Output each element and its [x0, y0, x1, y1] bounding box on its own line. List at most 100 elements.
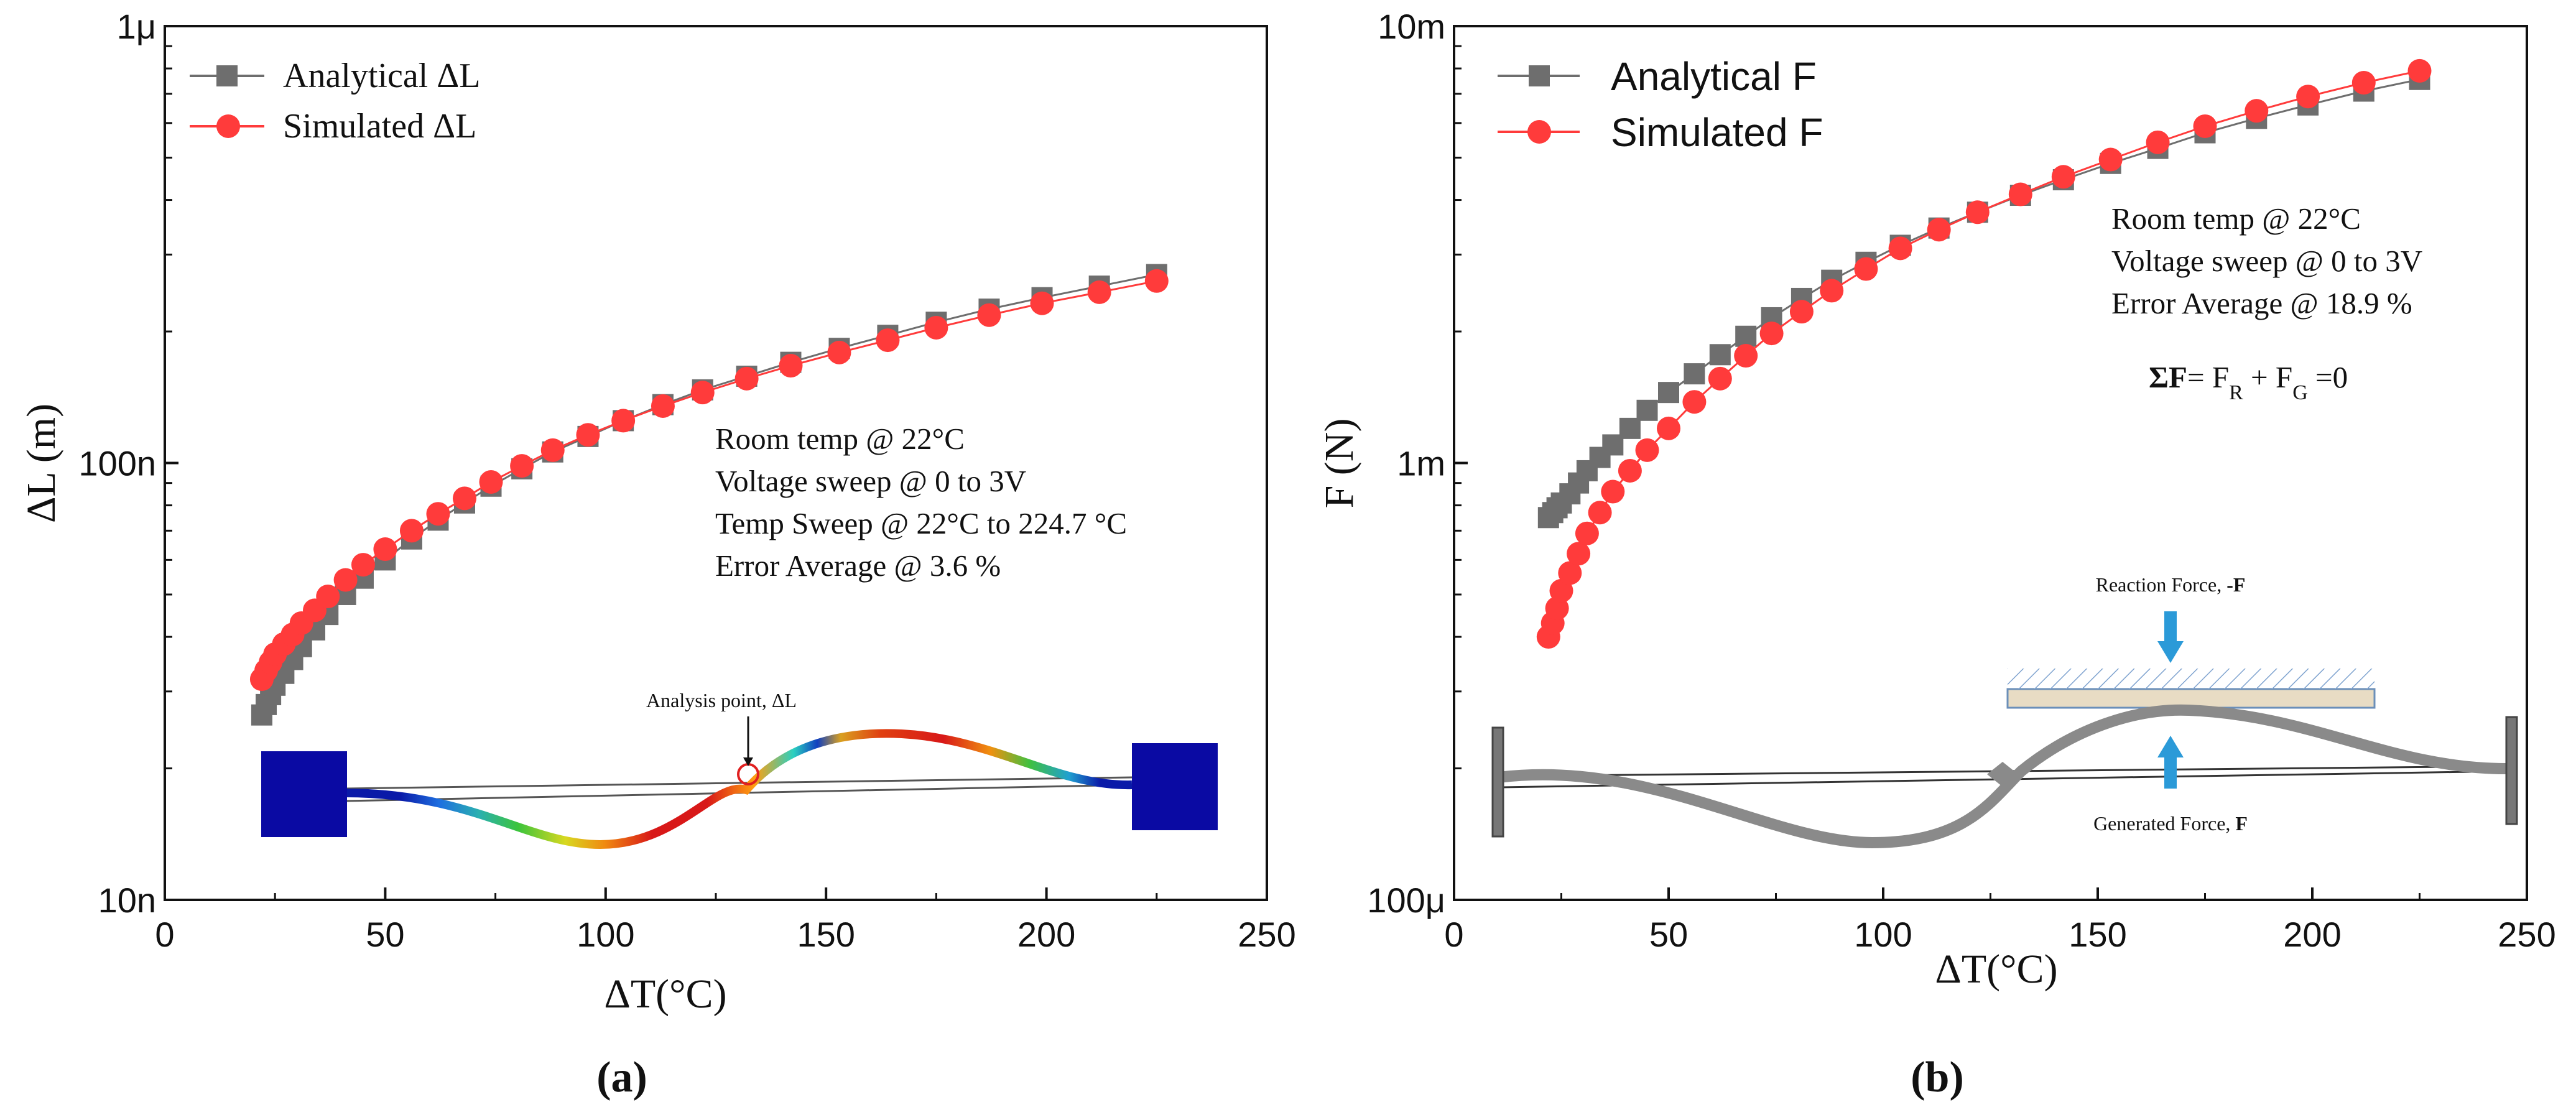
y-tick-label-a-0: 10n	[98, 881, 156, 920]
data-point-a-simulated	[977, 303, 1001, 327]
data-point-b-simulated	[1657, 416, 1680, 440]
data-point-b-analytical	[1619, 417, 1641, 439]
reaction-force-label: Reaction Force, -F	[2096, 573, 2246, 596]
plot-frame-b	[1453, 25, 2528, 901]
data-point-a-simulated	[611, 409, 636, 433]
annotation-a-voltage: Voltage sweep @ 0 to 3V	[715, 464, 1026, 498]
x-tick-label-a-1: 50	[366, 915, 404, 954]
x-tick-label-b-5: 250	[2498, 915, 2555, 954]
data-point-b-simulated	[2193, 114, 2217, 138]
axis-ticks-b: 0 50 100 150 200 250 100μ 1m 10m	[1367, 7, 2555, 954]
data-point-b-simulated	[1708, 366, 1732, 391]
data-point-b-simulated	[1888, 236, 1912, 261]
right-clamp-b	[2505, 716, 2518, 825]
annotation-b-error: Error Average @ 18.9 %	[2111, 286, 2412, 320]
x-tick-label-b-0: 0	[1444, 915, 1463, 954]
data-point-a-simulated	[351, 553, 375, 577]
reaction-force-arrow	[2157, 641, 2184, 663]
x-tick-label-b-4: 200	[2283, 915, 2341, 954]
generated-force-arrow	[2157, 736, 2184, 757]
data-point-b-analytical	[1684, 363, 1705, 385]
data-point-a-simulated	[452, 486, 476, 511]
data-point-b-simulated	[1635, 438, 1659, 462]
data-point-a-simulated	[827, 340, 851, 364]
x-tick-label-b-3: 150	[2069, 915, 2126, 954]
y-axis-label-b: F (N)	[1317, 419, 1362, 509]
data-point-a-simulated	[316, 585, 340, 609]
data-point-a-simulated	[876, 328, 900, 353]
annotation-a-temp-sweep: Temp Sweep @ 22°C to 224.7 °C	[715, 506, 1127, 540]
legend-label-analytical-a: Analytical ΔL	[283, 57, 480, 95]
data-point-a-simulated	[510, 454, 534, 478]
legend-a: Analytical ΔL Simulated ΔL	[190, 57, 480, 146]
data-point-b-simulated	[1759, 322, 1784, 346]
x-tick-label-a-2: 100	[577, 915, 634, 954]
data-point-b-simulated	[2098, 147, 2123, 172]
data-point-b-simulated	[2008, 182, 2032, 206]
x-tick-label-b-1: 50	[1649, 915, 1688, 954]
y-tick-label-a-2: 1μ	[117, 7, 156, 46]
data-point-b-simulated	[2051, 165, 2075, 189]
data-point-b-simulated	[2146, 130, 2170, 154]
legend-label-simulated-b: Simulated F	[1611, 110, 1823, 155]
data-point-b-simulated	[1820, 279, 1844, 303]
data-point-b-simulated	[1575, 521, 1599, 545]
data-point-a-simulated	[651, 394, 675, 418]
data-point-a-simulated	[734, 366, 759, 391]
data-point-b-simulated	[2245, 99, 2269, 123]
data-point-b-simulated	[2296, 85, 2320, 109]
force-balance-equation: ΣF= FR + FG =0	[2149, 360, 2348, 404]
x-axis-label-b: ΔT(°C)	[1935, 947, 2057, 992]
chart-a: 0 50 100 150 200 250 10n 100n 1μ ΔL (m) ΔT(°C) A…	[19, 7, 1296, 1101]
annotation-b-voltage: Voltage sweep @ 0 to 3V	[2111, 244, 2422, 278]
data-point-b-simulated	[1567, 542, 1591, 566]
x-tick-label-a-4: 200	[1017, 915, 1075, 954]
plate-hatching	[2008, 669, 2374, 689]
data-point-b-analytical	[1735, 325, 1757, 347]
data-point-b-analytical	[1709, 344, 1731, 366]
data-point-a-simulated	[1030, 291, 1054, 315]
data-point-a-simulated	[779, 354, 803, 378]
data-point-b-simulated	[1789, 300, 1814, 324]
data-point-b-simulated	[1965, 200, 1990, 225]
annotation-b-room-temp: Room temp @ 22°C	[2111, 201, 2361, 236]
x-tick-label-a-5: 250	[1238, 915, 1295, 954]
data-point-a-simulated	[373, 537, 397, 562]
legend-b: Analytical F Simulated F	[1498, 54, 1823, 155]
beam-inset-a: Analysis point, ΔL	[261, 689, 1218, 850]
force-inset-b: Reaction Force, -F Generated Force, F	[1491, 573, 2518, 849]
data-point-a-simulated	[1144, 269, 1169, 293]
data-point-a-simulated	[540, 438, 565, 462]
x-tick-label-a-0: 0	[155, 915, 174, 954]
x-axis-label-a: ΔT(°C)	[604, 971, 726, 1017]
annotation-a-room-temp: Room temp @ 22°C	[715, 422, 965, 456]
data-point-a-simulated	[924, 315, 948, 340]
analysis-point-label: Analysis point, ΔL	[646, 689, 797, 711]
data-point-b-simulated	[1927, 218, 1951, 242]
panel-label-b: (b)	[1911, 1053, 1964, 1101]
beam-joint-marker	[1987, 762, 2018, 787]
y-tick-label-b-2: 10m	[1378, 7, 1445, 46]
data-point-a-simulated	[399, 519, 424, 543]
chart-b: 0 50 100 150 200 250 100μ 1m 10m F (N) ΔT(°C) Re…	[1317, 7, 2556, 1101]
data-point-a-simulated	[479, 470, 503, 494]
data-point-b-analytical	[1658, 382, 1679, 404]
data-point-b-simulated	[1618, 458, 1642, 483]
data-point-b-simulated	[1682, 390, 1707, 414]
legend-label-analytical-b: Analytical F	[1611, 54, 1817, 99]
series-line-b-1	[1547, 70, 2420, 637]
data-point-b-simulated	[1549, 578, 1573, 603]
series-group-a	[249, 264, 1169, 726]
data-point-b-simulated	[1558, 561, 1582, 585]
annotations-a: Room temp @ 22°C Voltage sweep @ 0 to 3V…	[715, 422, 1127, 583]
y-tick-label-b-1: 1m	[1397, 444, 1445, 483]
analysis-point-marker	[737, 763, 759, 785]
data-point-a-simulated	[576, 423, 600, 447]
panel-label-a: (a)	[596, 1053, 647, 1101]
series-group-b	[1536, 58, 2432, 649]
data-point-a-simulated	[1087, 280, 1111, 304]
annotations-b: Room temp @ 22°C Voltage sweep @ 0 to 3V…	[2111, 201, 2422, 404]
left-clamp-b	[1491, 726, 1504, 838]
right-anchor-a	[1132, 743, 1218, 830]
